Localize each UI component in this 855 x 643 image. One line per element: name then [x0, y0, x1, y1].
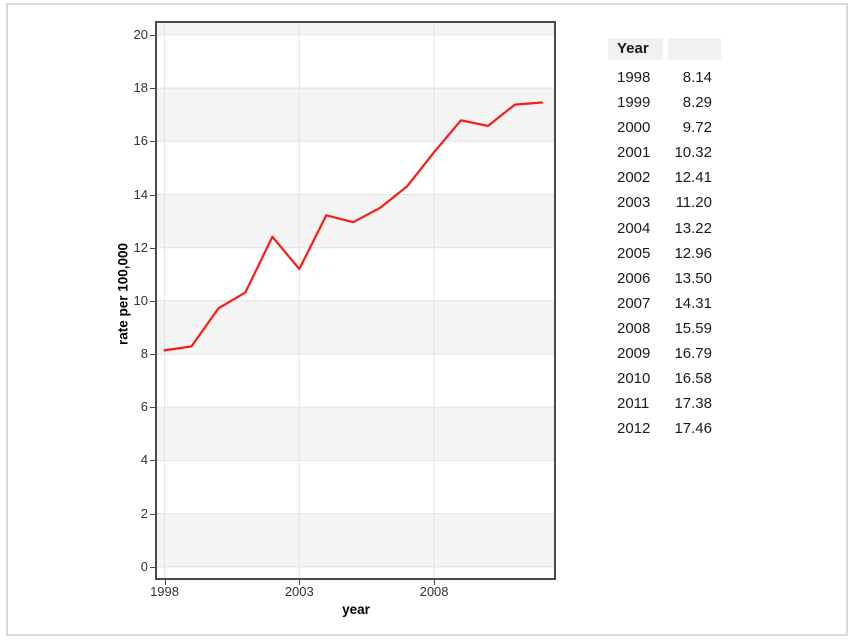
x-tick-mark: [299, 580, 301, 585]
table-row: 2006 13.50: [608, 266, 721, 291]
rate-cell: 13.50: [674, 269, 712, 287]
rate-cell: 15.59: [674, 319, 712, 337]
year-cell: 2011: [617, 395, 650, 413]
y-tick-label: 4: [140, 452, 148, 468]
year-cell: 2001: [617, 144, 651, 162]
y-tick-mark: [150, 34, 155, 36]
y-tick-mark: [150, 566, 155, 568]
shaded-band: [157, 23, 554, 35]
y-tick-label: 6: [140, 399, 148, 415]
y-tick-label: 10: [133, 292, 148, 308]
y-tick-label: 0: [140, 558, 148, 574]
table-header-year: Year: [608, 38, 663, 60]
x-tick-label: 2003: [284, 584, 314, 599]
table-row: 2003 11.20: [608, 190, 721, 215]
x-tick-mark: [434, 580, 436, 585]
year-cell: 2010: [617, 370, 651, 388]
table-row: 1999 8.29: [608, 90, 721, 115]
table-row: 1998 8.14: [608, 65, 721, 90]
rate-cell: 8.14: [682, 69, 712, 86]
x-axis-title: year: [342, 602, 370, 617]
rate-cell: 14.31: [674, 294, 712, 312]
table-row: 2004 13.22: [608, 216, 721, 241]
table-row: 2011 17.38: [608, 391, 721, 416]
table-row: 2007 14.31: [608, 291, 721, 316]
shaded-band: [157, 513, 554, 567]
year-cell: 2012: [617, 420, 651, 438]
table-row: 2005 12.96: [608, 241, 721, 266]
year-cell: 1999: [617, 94, 651, 112]
y-tick-label: 14: [133, 186, 148, 202]
y-tick-label: 2: [140, 505, 148, 521]
y-tick-label: 18: [133, 80, 148, 96]
table-body: 1998 8.14 1999 8.29 2000 9.72 2001 10.32 2002 12.…: [608, 65, 721, 441]
y-tick-mark: [150, 247, 155, 249]
data-line: [163, 101, 543, 352]
shaded-band: [157, 407, 554, 461]
year-cell: 2008: [617, 319, 651, 337]
x-tick-label: 2008: [419, 584, 449, 599]
rate-cell: 17.46: [674, 420, 712, 438]
rate-cell: 12.41: [674, 169, 712, 187]
rate-cell: 16.58: [674, 370, 712, 388]
year-cell: 2002: [617, 169, 651, 187]
y-tick-label: 8: [140, 346, 148, 362]
y-tick-label: 16: [133, 133, 148, 149]
rate-cell: 17.38: [674, 395, 712, 413]
shaded-band: [157, 300, 554, 355]
table-row: 2012 17.46: [608, 416, 721, 441]
y-tick-mark: [150, 300, 155, 302]
y-tick-label: 12: [133, 239, 148, 255]
year-cell: 2009: [617, 345, 651, 363]
table-row: 2002 12.41: [608, 165, 721, 190]
y-tick-mark: [150, 354, 155, 356]
table-header-row: Year: [608, 38, 721, 60]
y-tick-label: 20: [133, 26, 148, 42]
rate-cell: 13.22: [674, 219, 712, 237]
rate-cell: 12.96: [674, 244, 712, 262]
rate-cell: 11.20: [675, 194, 712, 212]
chart-canvas: [157, 23, 554, 578]
table-header-rate: [668, 38, 721, 60]
y-tick-mark: [150, 460, 155, 462]
year-cell: 2003: [617, 194, 651, 212]
table-row: 2000 9.72: [608, 115, 721, 140]
y-tick-mark: [150, 194, 155, 196]
rate-cell: 16.79: [674, 345, 712, 363]
year-cell: 2000: [617, 119, 651, 137]
y-tick-mark: [150, 141, 155, 143]
year-cell: 2006: [617, 269, 651, 287]
data-table: Year 1998 8.14 1999 8.29 2000 9.72 2001 10.32 20…: [608, 38, 721, 441]
year-cell: 2005: [617, 244, 651, 262]
shaded-band: [157, 88, 554, 142]
table-row: 2009 16.79: [608, 341, 721, 366]
rate-cell: 10.32: [674, 144, 712, 162]
rate-cell: 9.72: [682, 119, 712, 137]
x-tick-label: 1998: [150, 584, 179, 599]
rate-cell: 8.29: [682, 94, 712, 112]
y-tick-mark: [150, 88, 155, 90]
y-tick-mark: [150, 407, 155, 409]
table-row: 2008 15.59: [608, 316, 721, 341]
table-row: 2010 16.58: [608, 366, 721, 391]
plot-area: [155, 21, 556, 580]
year-cell: 2007: [617, 294, 651, 312]
x-tick-mark: [164, 580, 166, 585]
year-cell: 1998: [617, 69, 651, 86]
table-row: 2001 10.32: [608, 140, 721, 165]
y-tick-mark: [150, 513, 155, 515]
year-cell: 2004: [617, 219, 651, 237]
